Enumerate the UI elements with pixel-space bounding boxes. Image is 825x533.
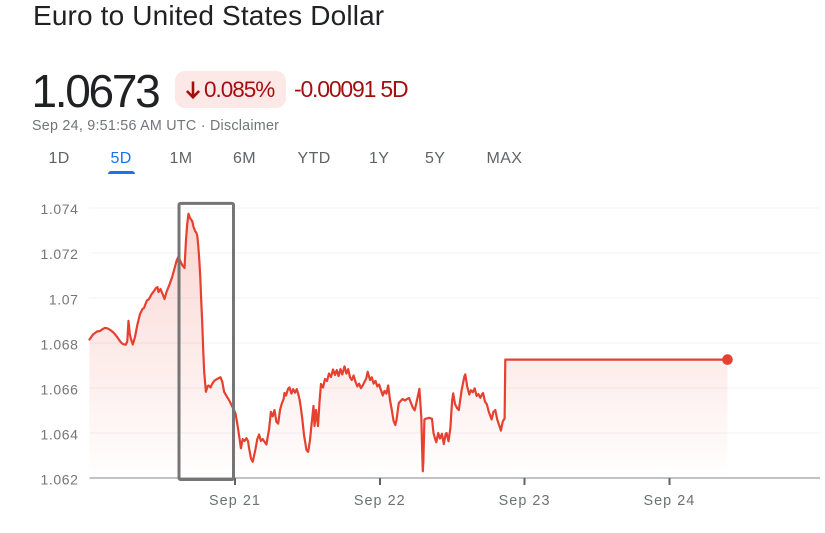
- x-axis-labels: Sep 21 Sep 22 Sep 23 Sep 24: [209, 493, 695, 509]
- tab-6m[interactable]: 6M: [233, 150, 257, 167]
- y-axis-label: 1.072: [40, 246, 78, 262]
- x-axis-label: Sep 21: [209, 493, 261, 509]
- x-axis-label: Sep 24: [643, 493, 695, 509]
- timestamp-row: Sep 24, 9:51:56 AM UTC · Disclaimer: [32, 119, 279, 134]
- range-tab-bar: 1D 5D 1M 6M YTD 1Y 5Y MAX: [0, 147, 825, 177]
- timestamp: Sep 24, 9:51:56 AM UTC: [32, 118, 197, 135]
- x-axis: [234, 478, 671, 486]
- selection-box-rect[interactable]: [177, 201, 235, 482]
- tab-1d[interactable]: 1D: [48, 150, 70, 167]
- y-axis-label: 1.064: [40, 426, 78, 442]
- last-price-dot: [722, 354, 733, 365]
- down-arrow-icon: [185, 80, 201, 100]
- dot-separator: ·: [200, 118, 206, 135]
- change-absolute: -0.00091 5D: [294, 74, 409, 105]
- y-axis-label: 1.074: [40, 201, 78, 217]
- tab-max[interactable]: MAX: [486, 150, 523, 167]
- y-axis-label: 1.07: [49, 291, 79, 307]
- change-absolute-value: -0.00091: [294, 75, 376, 102]
- y-axis-labels: 1.074 1.072 1.07 1.068 1.066 1.064 1.062: [40, 201, 79, 487]
- price-line: [88, 212, 729, 473]
- tab-5y[interactable]: 5Y: [425, 150, 446, 167]
- tab-5d[interactable]: 5D: [107, 150, 136, 174]
- tab-1m[interactable]: 1M: [169, 150, 193, 167]
- current-price: 1.0673: [31, 64, 161, 117]
- x-axis-label: Sep 22: [354, 493, 406, 509]
- disclaimer-link[interactable]: Disclaimer: [209, 118, 280, 135]
- tab-ytd[interactable]: YTD: [297, 150, 331, 167]
- area-fill-path: [89, 213, 728, 479]
- change-percent-badge: 0.085%: [175, 71, 287, 108]
- area-fill: [89, 213, 728, 479]
- change-period-label: 5D: [380, 75, 408, 102]
- page-title: Euro to United States Dollar: [33, 0, 385, 31]
- selection-box[interactable]: [177, 201, 235, 482]
- y-axis-label: 1.066: [40, 381, 78, 397]
- change-percent-value: 0.085%: [204, 76, 275, 102]
- x-axis-label: Sep 23: [499, 493, 551, 509]
- last-price-dot-circle: [722, 354, 733, 365]
- y-axis-label: 1.068: [40, 336, 78, 352]
- tab-1y[interactable]: 1Y: [369, 150, 390, 167]
- y-axis-label: 1.062: [40, 471, 78, 487]
- price-line-path: [88, 212, 729, 473]
